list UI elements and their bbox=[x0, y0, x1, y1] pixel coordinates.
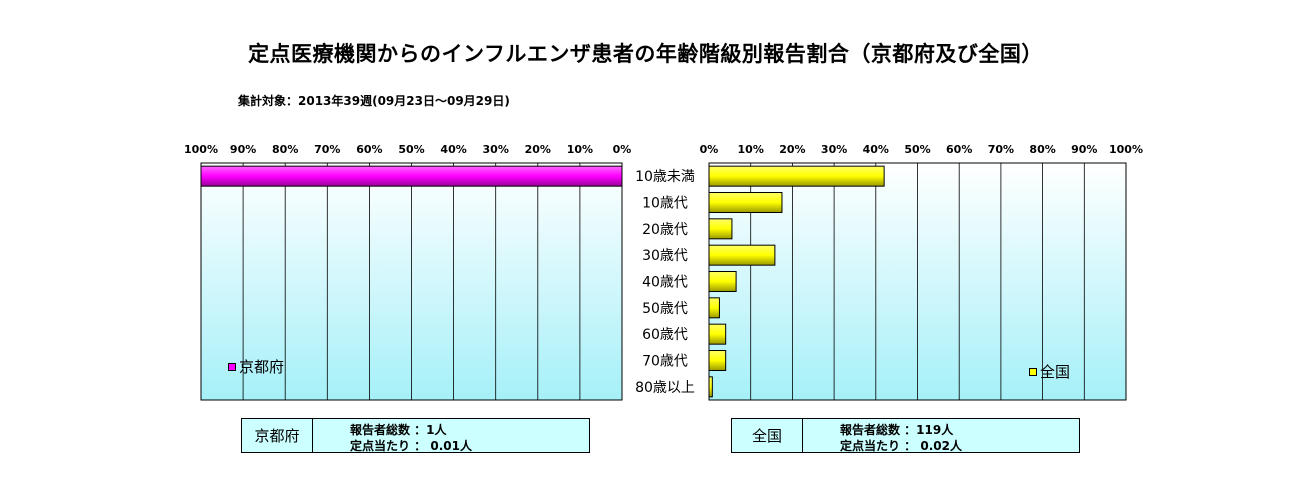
category-label: 80歳以上 bbox=[635, 380, 695, 396]
kyoto-tick-label: 40% bbox=[440, 143, 466, 156]
kyoto-tick-label: 10% bbox=[567, 143, 593, 156]
category-label: 10歳代 bbox=[642, 196, 688, 212]
legend-label-national: 全国 bbox=[1040, 363, 1071, 381]
national-tick-label: 100% bbox=[1109, 143, 1143, 156]
national-tick-label: 10% bbox=[738, 143, 764, 156]
category-labels: 10歳未満 10歳代 20歳代 30歳代 40歳代 50歳代 60歳代 70歳代 80歳以上 bbox=[635, 169, 695, 396]
kyoto-bar-0 bbox=[200, 165, 623, 187]
national-bar-8 bbox=[708, 376, 713, 398]
category-label: 30歳代 bbox=[642, 248, 688, 264]
category-label: 60歳代 bbox=[642, 327, 688, 343]
category-label: 10歳未満 bbox=[635, 169, 695, 185]
national-tick-label: 70% bbox=[988, 143, 1014, 156]
legend-national: 全国 bbox=[1029, 361, 1070, 382]
national-tick-label: 80% bbox=[1029, 143, 1055, 156]
national-bar-2 bbox=[708, 218, 733, 240]
kyoto-per-sentinel: 定点当たり ： 0.01人 bbox=[350, 439, 472, 453]
kyoto-tick-label: 80% bbox=[272, 143, 298, 156]
national-tick-label: 20% bbox=[779, 143, 805, 156]
national-tick-label: 60% bbox=[946, 143, 972, 156]
national-bar-3 bbox=[708, 244, 776, 266]
legend-label-kyoto: 京都府 bbox=[239, 358, 285, 376]
kyoto-panel: 100% 90% 80% 70% 60% 50% 40% 30% 20% 10% 0% bbox=[184, 143, 632, 401]
legend-swatch-kyoto bbox=[228, 362, 236, 371]
national-tick-label: 90% bbox=[1071, 143, 1097, 156]
national-bar-4 bbox=[708, 271, 737, 292]
kyoto-tick-label: 100% bbox=[184, 143, 218, 156]
legend-swatch-national bbox=[1029, 367, 1037, 376]
national-tick-label: 50% bbox=[904, 143, 930, 156]
national-bar-0 bbox=[708, 165, 885, 187]
national-bar-6 bbox=[708, 323, 727, 345]
kyoto-total-reports: 報告者総数 ：1人 bbox=[350, 423, 447, 437]
kyoto-tick-label: 70% bbox=[314, 143, 340, 156]
category-label: 40歳代 bbox=[642, 275, 688, 291]
chart-title: 定点医療機関からのインフルエンザ患者の年齢階級別報告割合（京都府及び全国） bbox=[248, 42, 1043, 66]
kyoto-tick-label: 50% bbox=[398, 143, 424, 156]
national-panel: 0% 10% 20% 30% 40% 50% 60% 70% 80% 90% 100% bbox=[700, 143, 1143, 401]
national-summary-box: 全国 報告者総数 ：119人 定点当たり ： 0.02人 bbox=[731, 418, 1080, 453]
kyoto-tick-label: 90% bbox=[230, 143, 256, 156]
national-per-sentinel: 定点当たり ： 0.02人 bbox=[840, 439, 962, 453]
category-label: 20歳代 bbox=[642, 222, 688, 238]
national-tick-label: 30% bbox=[821, 143, 847, 156]
chart-subtitle: 集計対象：2013年39週(09月23日～09月29日) bbox=[238, 94, 510, 108]
legend-kyoto: 京都府 bbox=[228, 356, 284, 377]
kyoto-tick-label: 60% bbox=[356, 143, 382, 156]
kyoto-tick-label: 0% bbox=[613, 143, 632, 156]
kyoto-summary-name: 京都府 bbox=[242, 419, 313, 452]
category-label: 70歳代 bbox=[642, 354, 688, 370]
national-bar-5 bbox=[708, 297, 720, 319]
national-bar-7 bbox=[708, 350, 727, 371]
kyoto-summary-box: 京都府 報告者総数 ：1人 定点当たり ： 0.01人 bbox=[241, 418, 590, 453]
national-bar-1 bbox=[708, 192, 783, 213]
kyoto-tick-label: 30% bbox=[483, 143, 509, 156]
national-tick-label: 0% bbox=[700, 143, 719, 156]
national-total-reports: 報告者総数 ：119人 bbox=[840, 423, 954, 437]
category-label: 50歳代 bbox=[642, 301, 688, 317]
national-tick-label: 40% bbox=[863, 143, 889, 156]
national-summary-name: 全国 bbox=[732, 419, 803, 452]
kyoto-tick-label: 20% bbox=[525, 143, 551, 156]
